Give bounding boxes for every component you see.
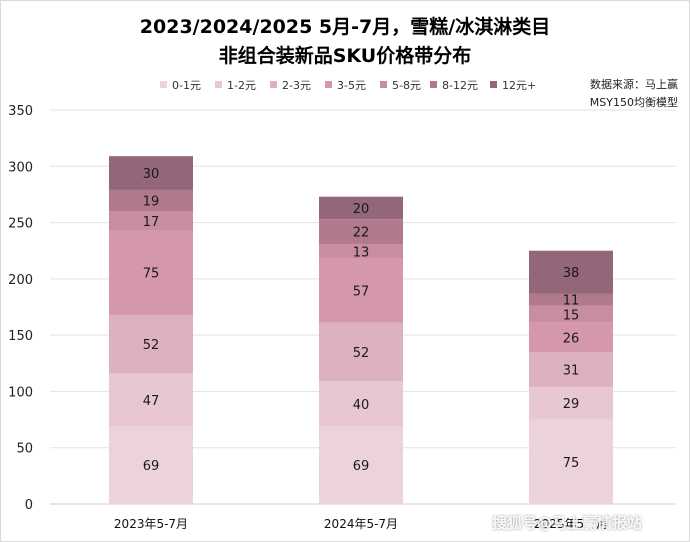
legend-item-0-1: 0-1元 (160, 77, 201, 93)
legend-item-3-5: 3-5元 (325, 77, 366, 93)
bar-segment-3-5-2 (319, 258, 403, 323)
bar-segment-0-1-2 (319, 426, 403, 504)
data-label-3-5-2: 57 (353, 285, 370, 300)
legend-label: 12元+ (502, 79, 537, 92)
legend-swatch (215, 81, 222, 88)
bar-segment-8-12-2 (319, 219, 403, 244)
bar-segment-12-+-1 (109, 156, 193, 190)
legend-swatch (490, 81, 497, 88)
data-label-8-12-3: 11 (563, 294, 580, 309)
watermark: 搜狐号@马上赢情报站 (492, 514, 643, 532)
x-tick-label-3: 2025年5-7月 (534, 517, 608, 531)
data-label-3-5-1: 75 (143, 267, 160, 282)
legend-label: 1-2元 (227, 79, 256, 92)
y-tick-label-0: 0 (25, 498, 33, 513)
y-tick-label-300: 300 (8, 160, 33, 175)
bar-segment-5-8-3 (529, 305, 613, 323)
bar-segment-5-8-1 (109, 211, 193, 231)
bar-segment-8-12-3 (529, 293, 613, 306)
legend-item-2-3: 2-3元 (270, 77, 311, 93)
y-tick-label-150: 150 (8, 329, 33, 344)
bar-segment-12-+-3 (529, 250, 613, 294)
bar-segment-1-2-1 (109, 373, 193, 427)
data-label-2-3-1: 52 (143, 338, 160, 353)
y-tick-label-350: 350 (8, 104, 33, 119)
x-tick-label-2: 2024年5-7月 (324, 517, 398, 531)
data-label-1-2-3: 29 (563, 397, 580, 412)
data-label-3-5-3: 26 (563, 331, 580, 346)
bar-segment-0-1-3 (529, 419, 613, 504)
chart-title-line2: 非组合装新品SKU价格带分布 (218, 45, 472, 67)
legend-label: 3-5元 (337, 79, 366, 92)
y-tick-label-50: 50 (16, 442, 33, 457)
bar-segment-3-5-3 (529, 322, 613, 353)
chart-title-line1: 2023/2024/2025 5月-7月，雪糕/冰淇淋类目 (139, 16, 551, 38)
legend-item-5-8: 5-8元 (380, 77, 421, 93)
data-source-label: 数据来源：马上赢 (590, 78, 678, 91)
y-tick-label-200: 200 (8, 273, 33, 288)
bar-segment-2-3-1 (109, 314, 193, 374)
legend-label: 5-8元 (392, 79, 421, 92)
data-label-0-1-2: 69 (353, 459, 370, 474)
legend-item-1-2: 1-2元 (215, 77, 256, 93)
data-label-5-8-3: 15 (563, 308, 580, 323)
legend-item-12-+: 12元+ (490, 77, 536, 93)
legend-item-8-12: 8-12元 (430, 77, 478, 93)
bar-segment-12-+-2 (319, 196, 403, 220)
data-label-8-12-1: 19 (143, 195, 160, 210)
legend-swatch (325, 81, 332, 88)
y-tick-label-250: 250 (8, 217, 33, 232)
data-label-2-3-3: 31 (563, 363, 580, 378)
bar-segment-2-3-2 (319, 322, 403, 382)
legend-label: 8-12元 (442, 79, 478, 92)
legend-swatch (160, 81, 167, 88)
bar-segment-5-8-2 (319, 243, 403, 259)
data-label-1-2-2: 40 (353, 398, 370, 413)
data-label-8-12-2: 22 (353, 226, 370, 241)
legend-swatch (430, 81, 437, 88)
bar-segment-0-1-1 (109, 426, 193, 504)
bar-segment-2-3-3 (529, 352, 613, 387)
legend-swatch (380, 81, 387, 88)
data-label-0-1-1: 69 (143, 459, 160, 474)
data-model-label: MSY150均衡模型 (589, 96, 678, 109)
data-label-12-+-3: 38 (563, 266, 580, 281)
legend-swatch (270, 81, 277, 88)
bar-segment-1-2-3 (529, 386, 613, 420)
x-tick-label-1: 2023年5-7月 (114, 517, 188, 531)
legend-label: 0-1元 (172, 79, 201, 92)
data-label-5-8-1: 17 (143, 215, 160, 230)
bar-segment-3-5-1 (109, 230, 193, 315)
y-tick-label-100: 100 (8, 385, 33, 400)
data-label-0-1-3: 75 (563, 456, 580, 471)
data-label-2-3-2: 52 (353, 346, 370, 361)
data-label-12-+-2: 20 (353, 202, 370, 217)
legend-label: 2-3元 (282, 79, 311, 92)
bar-segment-8-12-1 (109, 189, 193, 212)
data-label-12-+-1: 30 (143, 167, 160, 182)
data-label-5-8-2: 13 (353, 245, 370, 260)
data-label-1-2-1: 47 (143, 394, 160, 409)
bar-segment-1-2-2 (319, 381, 403, 427)
